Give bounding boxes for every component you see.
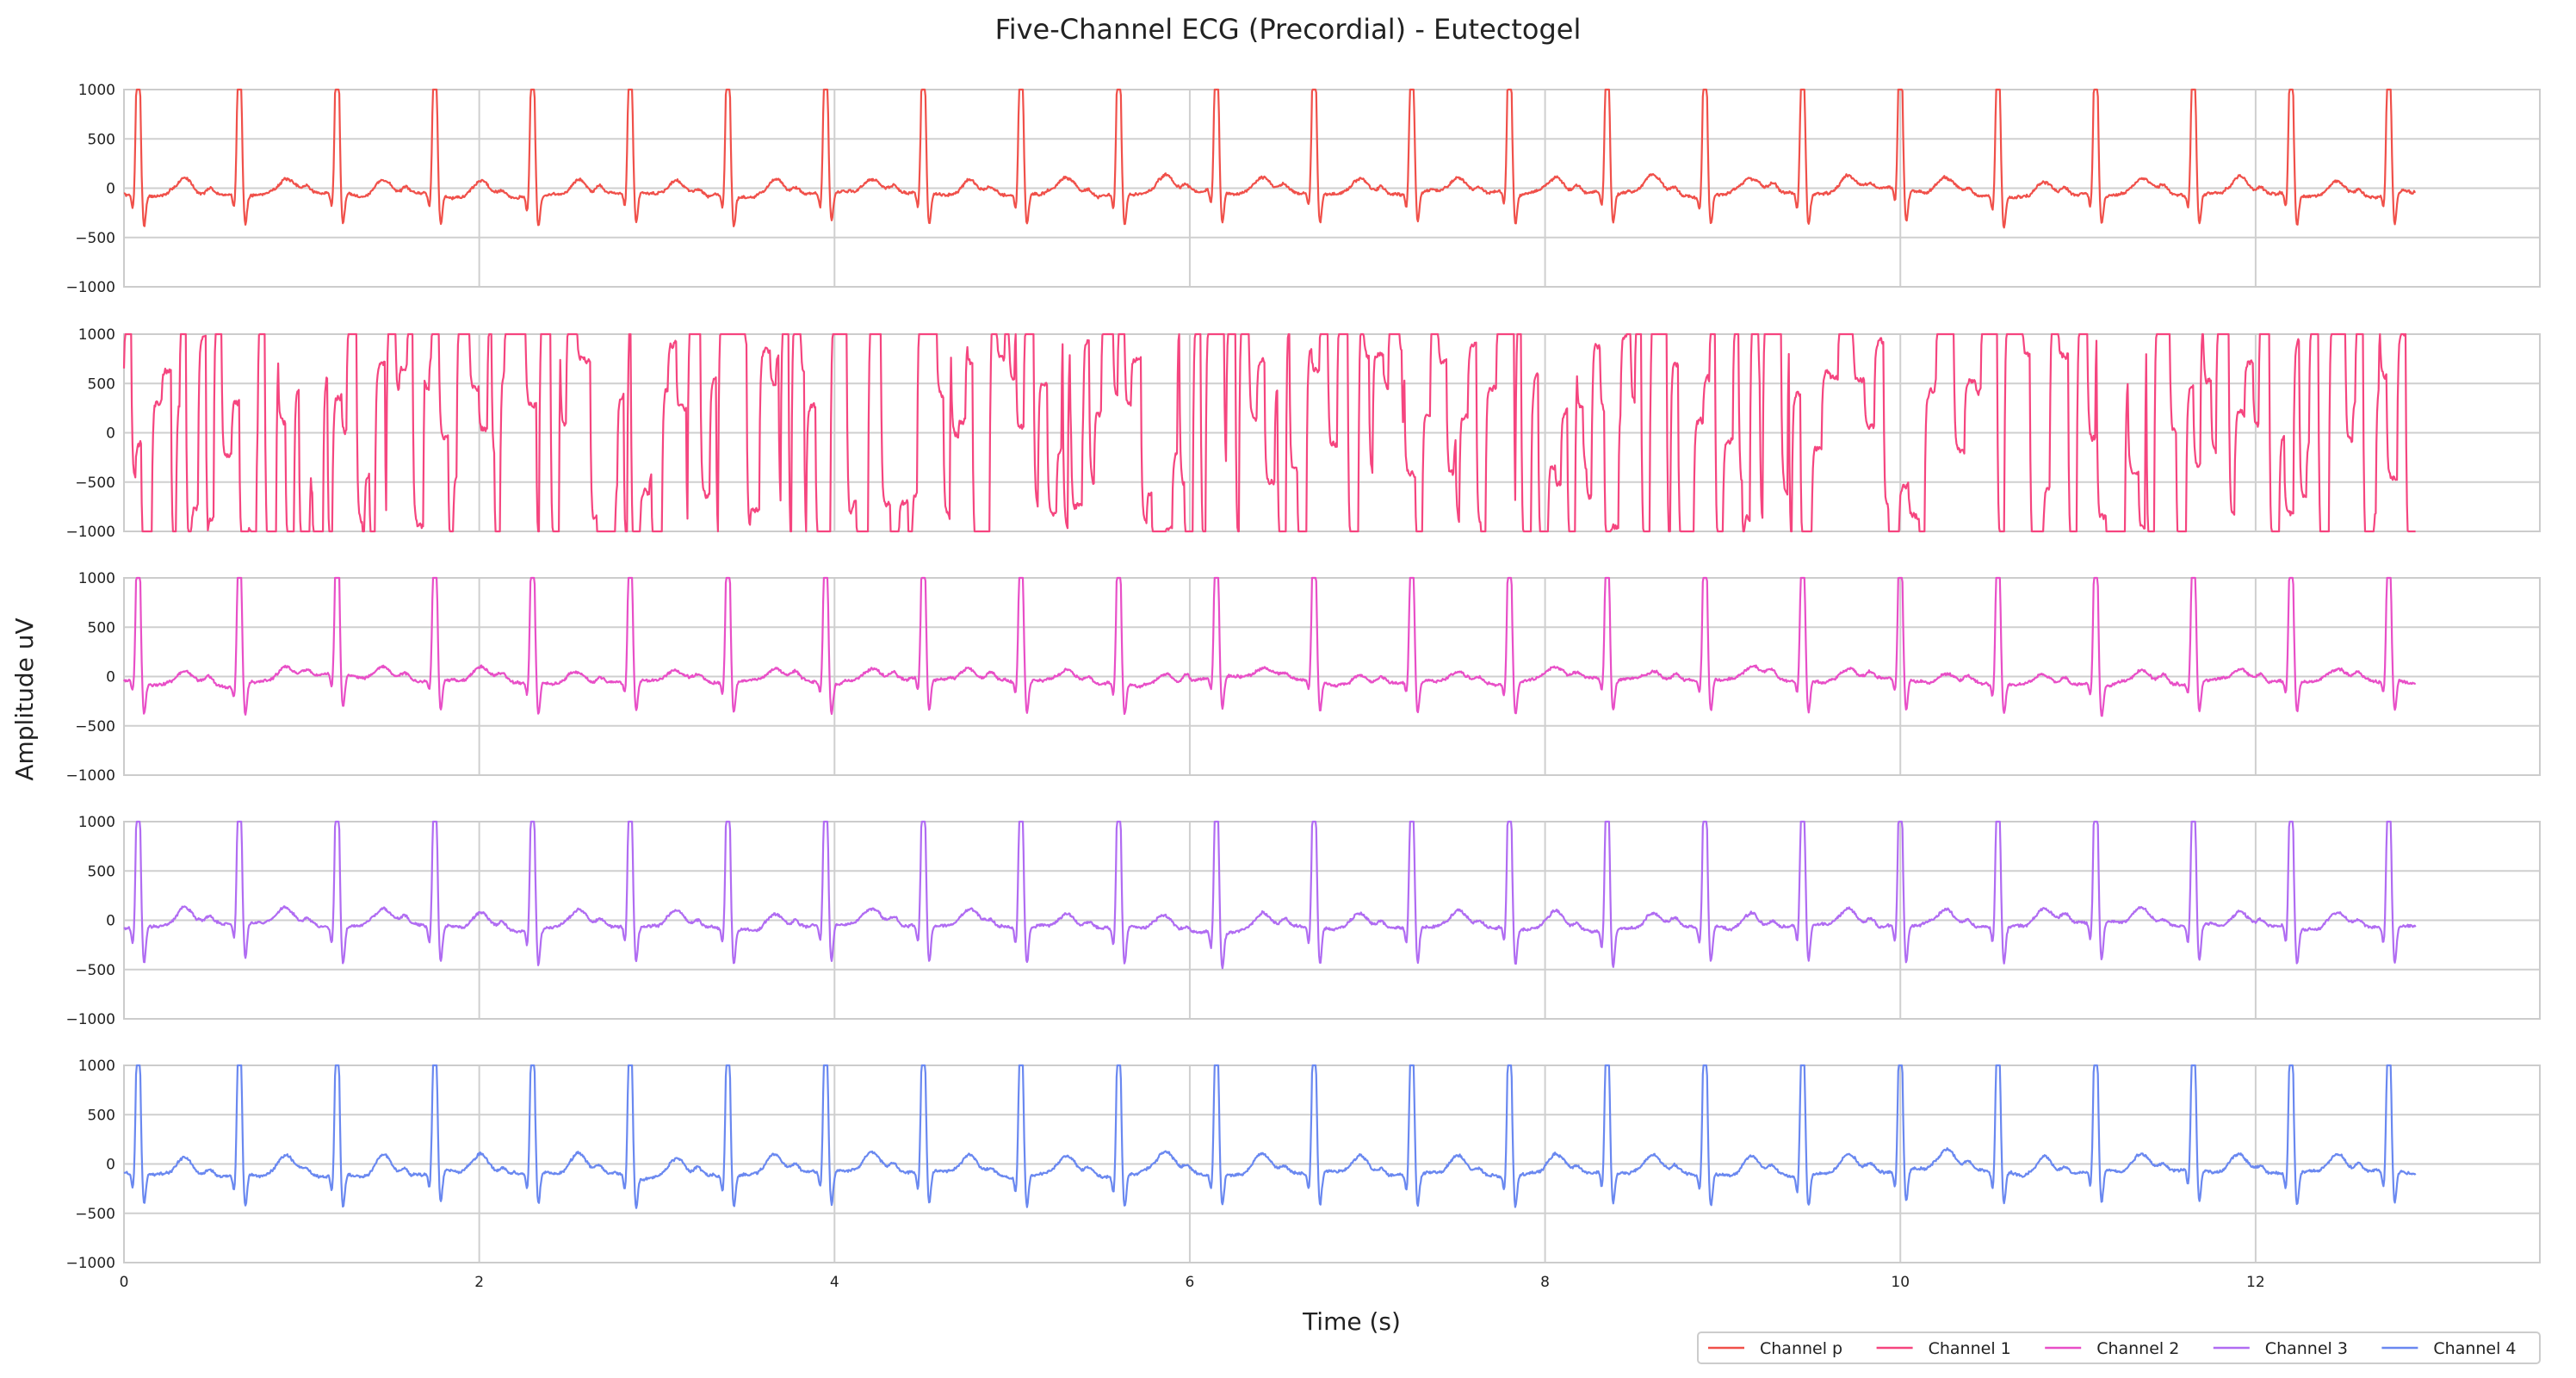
legend-entry: Channel p (1760, 1339, 1842, 1358)
y-tick-label: 500 (88, 376, 115, 393)
y-tick-label: −1000 (65, 279, 115, 296)
legend-box (1697, 1331, 2541, 1364)
y-tick-label: 1000 (78, 82, 115, 99)
y-tick-label: 1000 (78, 326, 115, 344)
y-tick-label: 0 (106, 913, 115, 930)
x-tick-labels: 0 2 4 6 8 10 12 (120, 1274, 2265, 1291)
y-tick-label: 500 (88, 863, 115, 880)
x-tick-label: 6 (1186, 1274, 1195, 1291)
x-tick-label: 0 (120, 1274, 129, 1291)
x-tick-label: 12 (2246, 1274, 2265, 1291)
y-tick-label: −500 (75, 962, 115, 979)
channel-panel-1: 1000 500 0 −500 −1000 (65, 326, 2541, 541)
x-tick-label: 8 (1540, 1274, 1550, 1291)
channel-panel-0: 1000 500 0 −500 −1000 (65, 82, 2541, 296)
y-tick-label: 1000 (78, 1058, 115, 1075)
y-tick-label: 500 (88, 1107, 115, 1124)
x-tick-label: 4 (830, 1274, 839, 1291)
x-tick-label: 10 (1891, 1274, 1910, 1291)
y-tick-label: −1000 (65, 524, 115, 541)
panel-frame (123, 1065, 2541, 1263)
panel-frame (123, 89, 2541, 288)
y-tick-label: 0 (106, 425, 115, 443)
y-tick-label: 1000 (78, 814, 115, 831)
y-tick-label: 0 (106, 181, 115, 198)
panel-frame (123, 577, 2541, 776)
series-line-channel-p (123, 88, 2416, 229)
y-tick-label: −500 (75, 1206, 115, 1223)
channel-panels: 1000 500 0 −500 −1000 1000 500 0 −500 −1000 1000 50… (65, 82, 2541, 1272)
x-axis-label: Time (s) (1302, 1307, 1401, 1336)
y-tick-label: 0 (106, 669, 115, 686)
legend: Channel p Channel 1 Channel 2 Channel 3 Chan… (1697, 1331, 2541, 1364)
legend-entry: Channel 2 (2096, 1339, 2179, 1358)
series-line-channel-1 (122, 332, 2416, 533)
series-line-channel-4 (123, 1064, 2417, 1209)
y-tick-label: −1000 (65, 1011, 115, 1028)
panel-frame (123, 821, 2541, 1020)
legend-entry: Channel 1 (1929, 1339, 2011, 1358)
y-tick-label: 1000 (78, 570, 115, 587)
y-tick-label: 500 (88, 619, 115, 636)
y-tick-label: −1000 (65, 1255, 115, 1272)
channel-panel-4: 1000 500 0 −500 −1000 (65, 1058, 2541, 1272)
chart-title: Five-Channel ECG (Precordial) - Eutectog… (995, 13, 1582, 46)
legend-entry: Channel 3 (2265, 1339, 2348, 1358)
y-tick-label: 500 (88, 131, 115, 148)
series-line-channel-2 (123, 576, 2417, 717)
y-tick-label: −500 (75, 230, 115, 247)
channel-panel-3: 1000 500 0 −500 −1000 (65, 814, 2541, 1028)
y-tick-label: 0 (106, 1157, 115, 1174)
y-tick-label: −500 (75, 718, 115, 736)
y-tick-label: −1000 (65, 767, 115, 785)
y-axis-label: Amplitude uV (10, 618, 39, 780)
y-tick-label: −500 (75, 475, 115, 492)
legend-entry: Channel 4 (2433, 1339, 2516, 1358)
series-line-channel-3 (123, 820, 2417, 970)
channel-panel-2: 1000 500 0 −500 −1000 (65, 570, 2541, 785)
panel-frame (123, 333, 2541, 532)
x-tick-label: 2 (474, 1274, 484, 1291)
